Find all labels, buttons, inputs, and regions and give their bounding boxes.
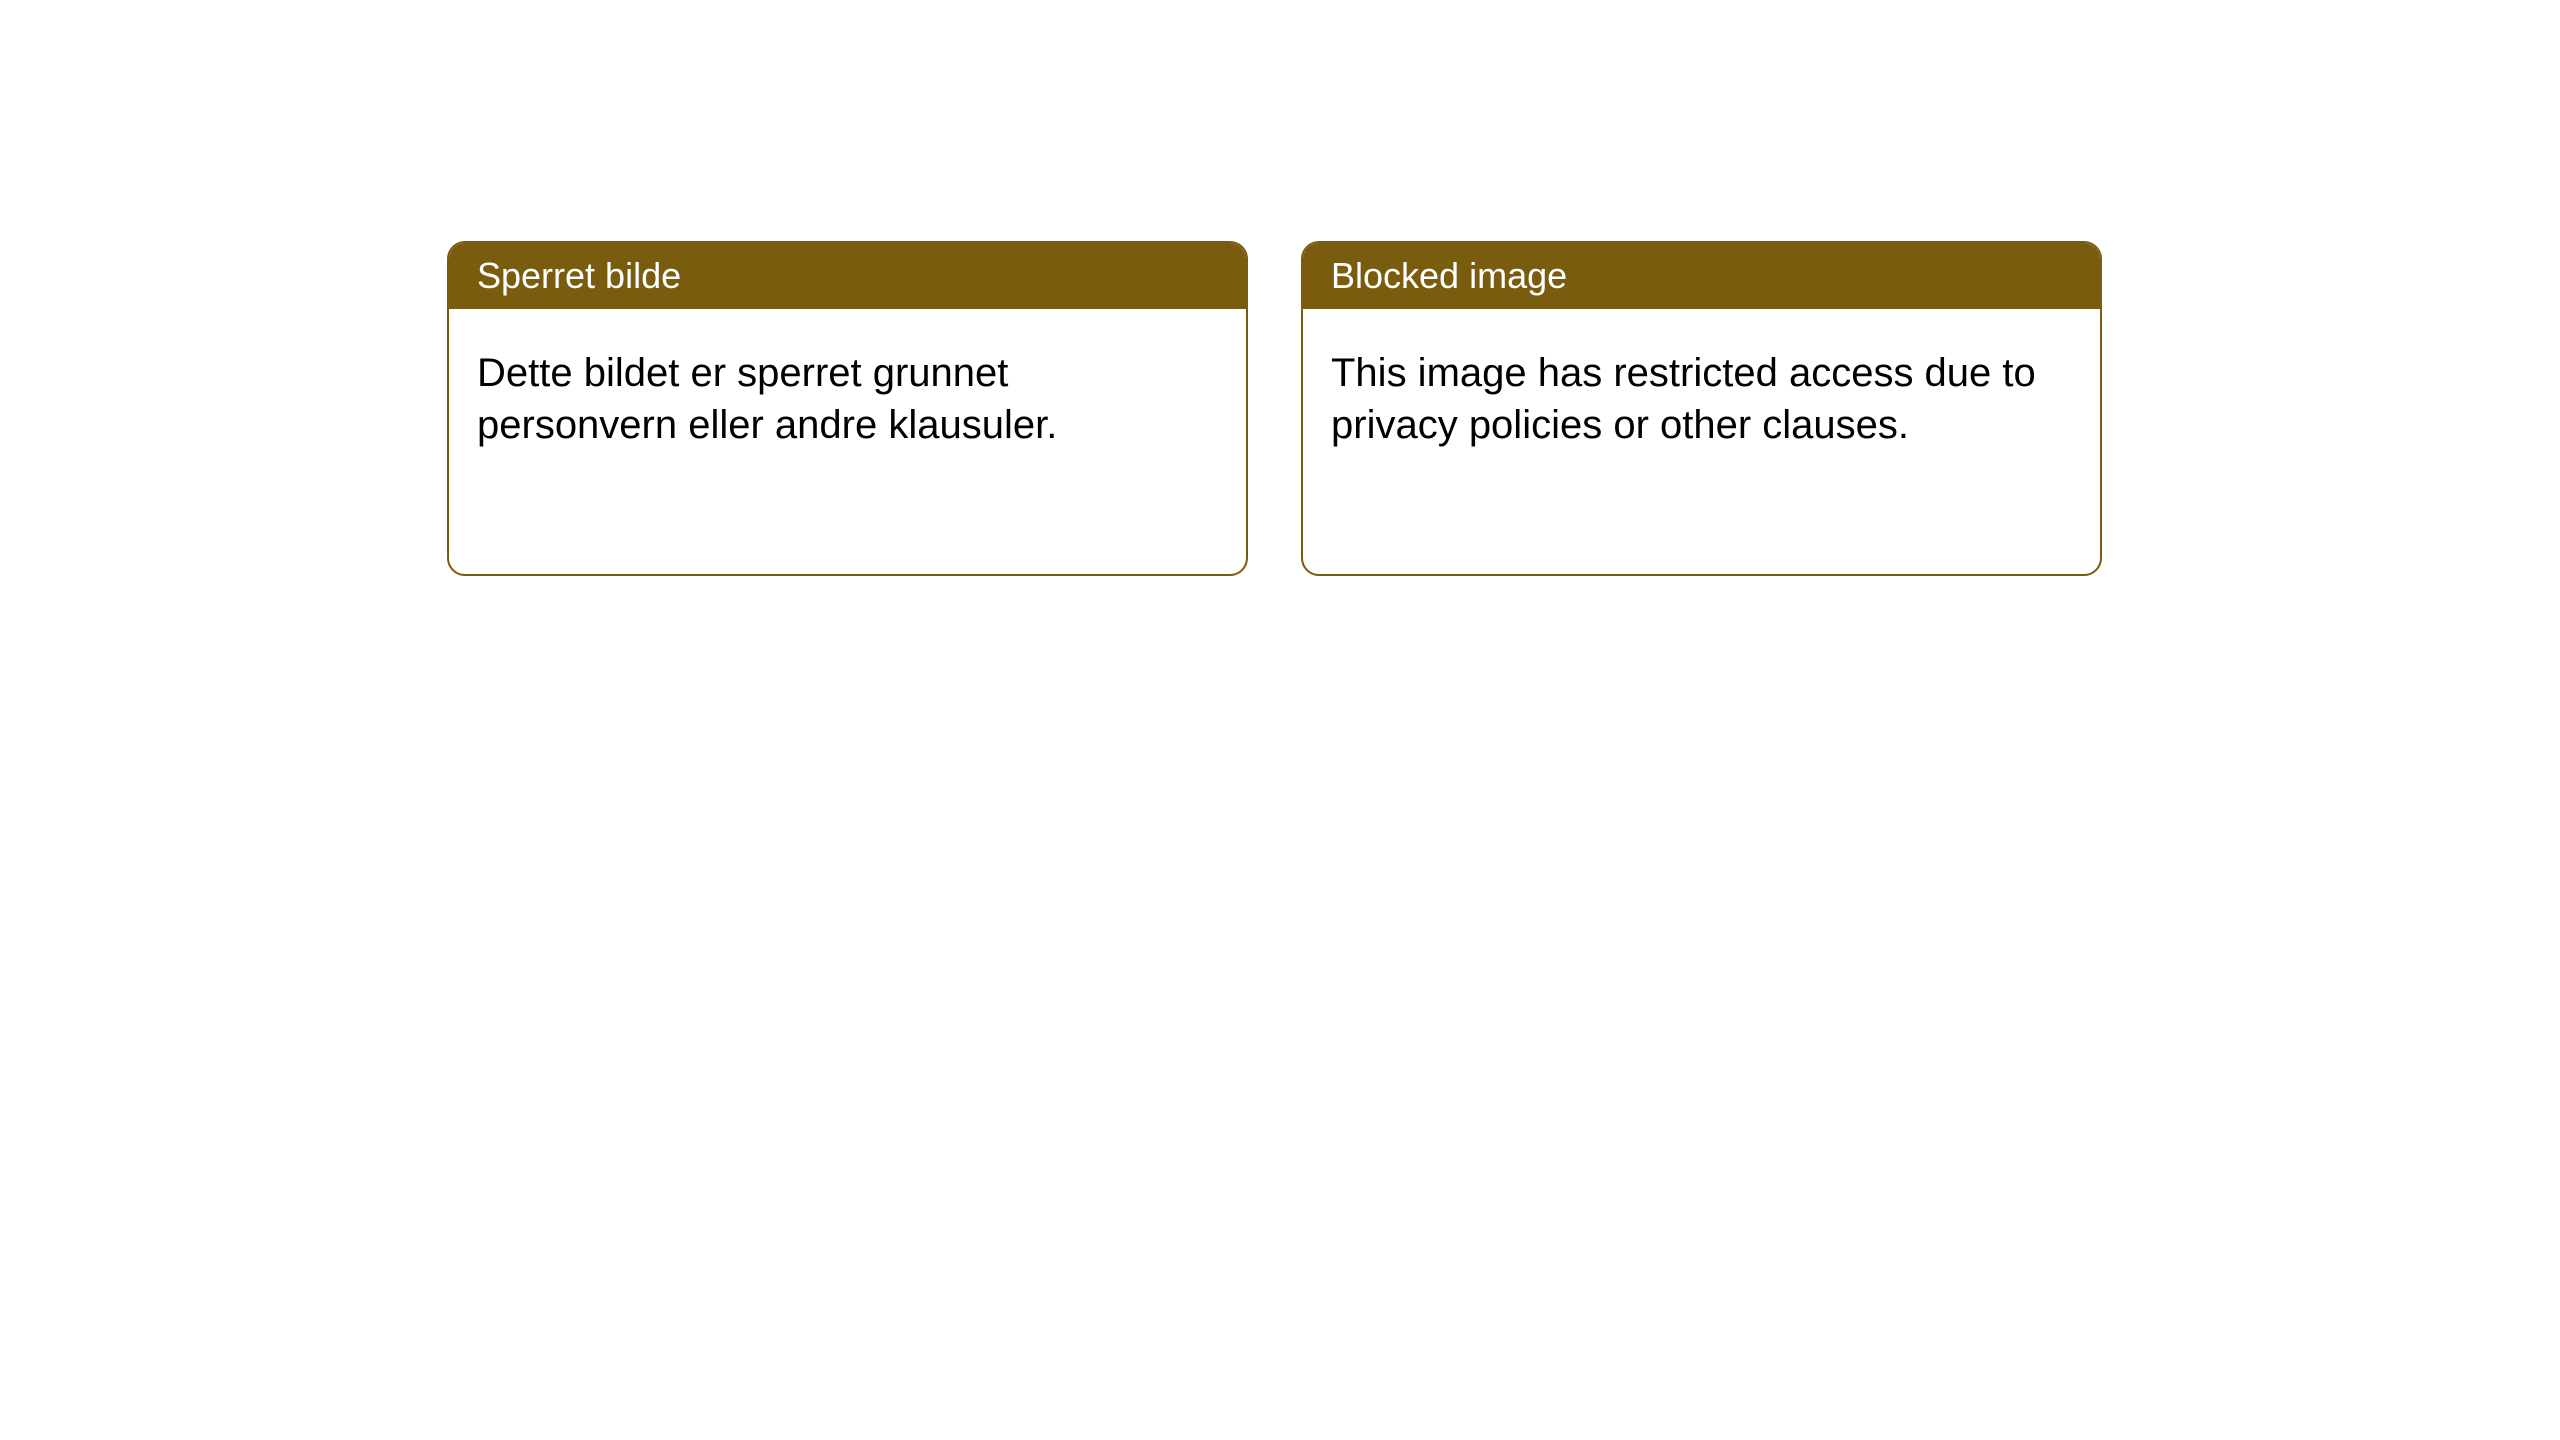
card-message-norwegian: Dette bildet er sperret grunnet personve… <box>477 351 1057 447</box>
notice-cards-container: Sperret bilde Dette bildet er sperret gr… <box>447 241 2102 576</box>
card-header-english: Blocked image <box>1303 243 2100 309</box>
card-message-english: This image has restricted access due to … <box>1331 351 2036 447</box>
card-title-english: Blocked image <box>1331 255 1567 296</box>
card-body-norwegian: Dette bildet er sperret grunnet personve… <box>449 309 1246 489</box>
card-body-english: This image has restricted access due to … <box>1303 309 2100 489</box>
card-header-norwegian: Sperret bilde <box>449 243 1246 309</box>
notice-card-english: Blocked image This image has restricted … <box>1301 241 2102 576</box>
card-title-norwegian: Sperret bilde <box>477 255 681 296</box>
notice-card-norwegian: Sperret bilde Dette bildet er sperret gr… <box>447 241 1248 576</box>
